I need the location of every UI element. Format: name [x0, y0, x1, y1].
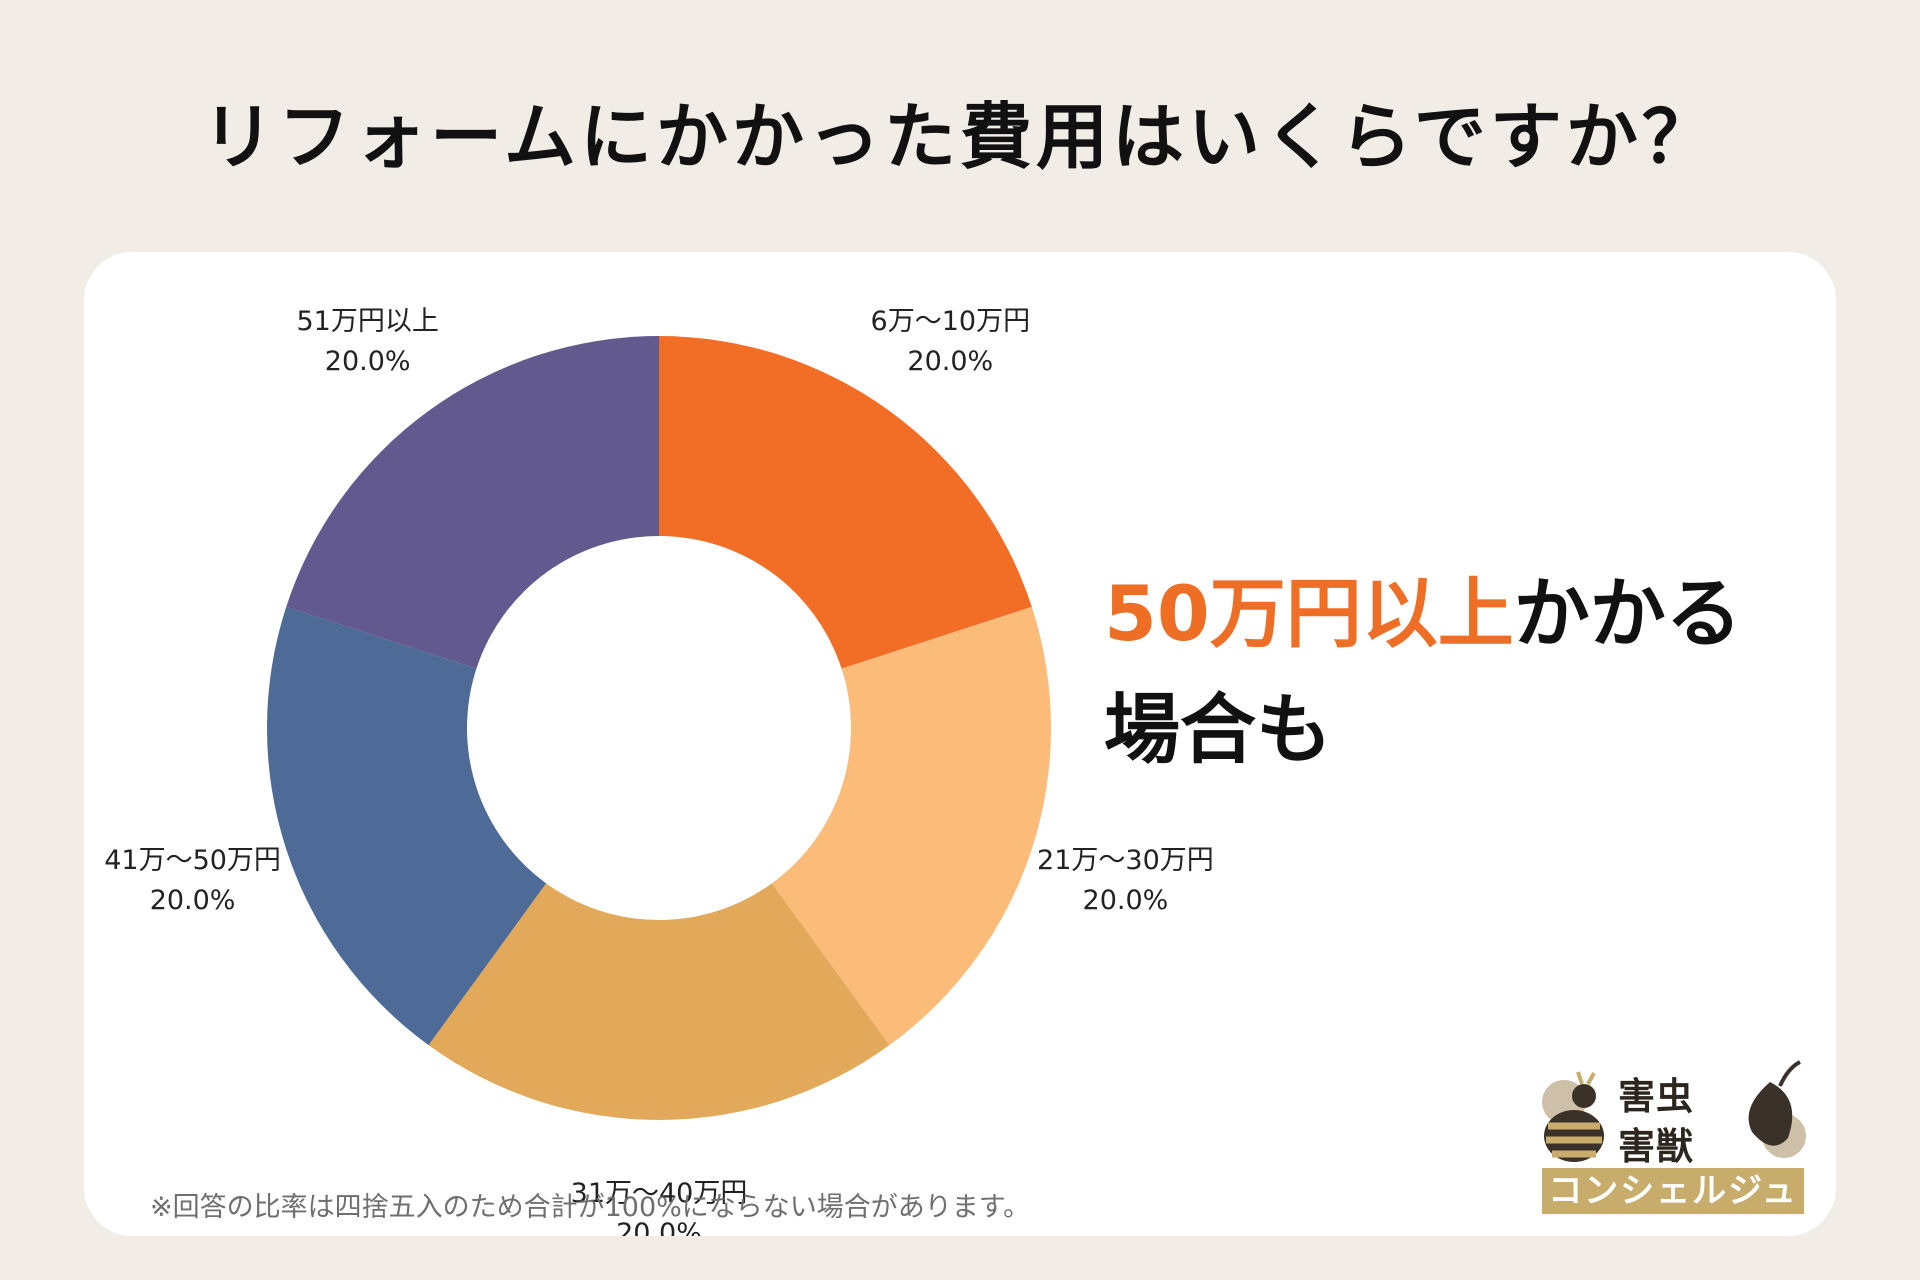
highlight-line-2: 場合も — [1104, 685, 1332, 774]
logo-banner: コンシェルジュ — [1542, 1168, 1804, 1214]
highlight-text: 50万円以上かかる 場合も — [1104, 556, 1742, 788]
mouse-icon — [1748, 1060, 1806, 1158]
slice-value-label: 20.0% — [1083, 885, 1169, 916]
bee-icon — [1542, 1071, 1604, 1162]
slice-category-label: 41万〜50万円 — [104, 845, 281, 876]
highlight-accent: 50万円以上 — [1104, 569, 1514, 658]
donut-slice — [771, 606, 1051, 1046]
slice-category-label: 51万円以上 — [297, 306, 439, 337]
donut-slice — [286, 336, 659, 669]
donut-slice — [267, 606, 547, 1046]
slice-value-label: 20.0% — [325, 346, 411, 377]
logo-text-2: 害獣 — [1618, 1125, 1694, 1168]
slice-category-label: 31万〜40万円 — [571, 1178, 748, 1209]
slice-value-label: 20.0% — [150, 885, 236, 916]
page-title: リフォームにかかった費用はいくらですか？ — [202, 95, 1718, 179]
donut-chart: 6万〜10万円 20.0% 21万〜30万円 20.0% 31万〜40万円 20.0% 41… — [104, 306, 1214, 1236]
slice-value-label: 20.0% — [616, 1218, 702, 1236]
highlight-rest: かかる — [1513, 569, 1742, 658]
slice-value-label: 20.0% — [907, 346, 993, 377]
chart-card: 6万〜10万円 20.0% 21万〜30万円 20.0% 31万〜40万円 20.0% 41… — [84, 252, 1836, 1236]
highlight-line-1: 50万円以上かかる — [1104, 556, 1742, 672]
donut-slice — [428, 883, 890, 1120]
slice-category-label: 21万〜30万円 — [1037, 845, 1214, 876]
slice-category-label: 6万〜10万円 — [871, 306, 1031, 337]
donut-slice — [659, 336, 1032, 669]
logo-text-1: 害虫 — [1618, 1075, 1694, 1118]
site-logo: 害虫 害獣 コンシェルジュ — [1538, 1052, 1808, 1214]
footnote: ※回答の比率は四捨五入のため合計が100%にならない場合があります。 — [150, 1192, 1031, 1223]
